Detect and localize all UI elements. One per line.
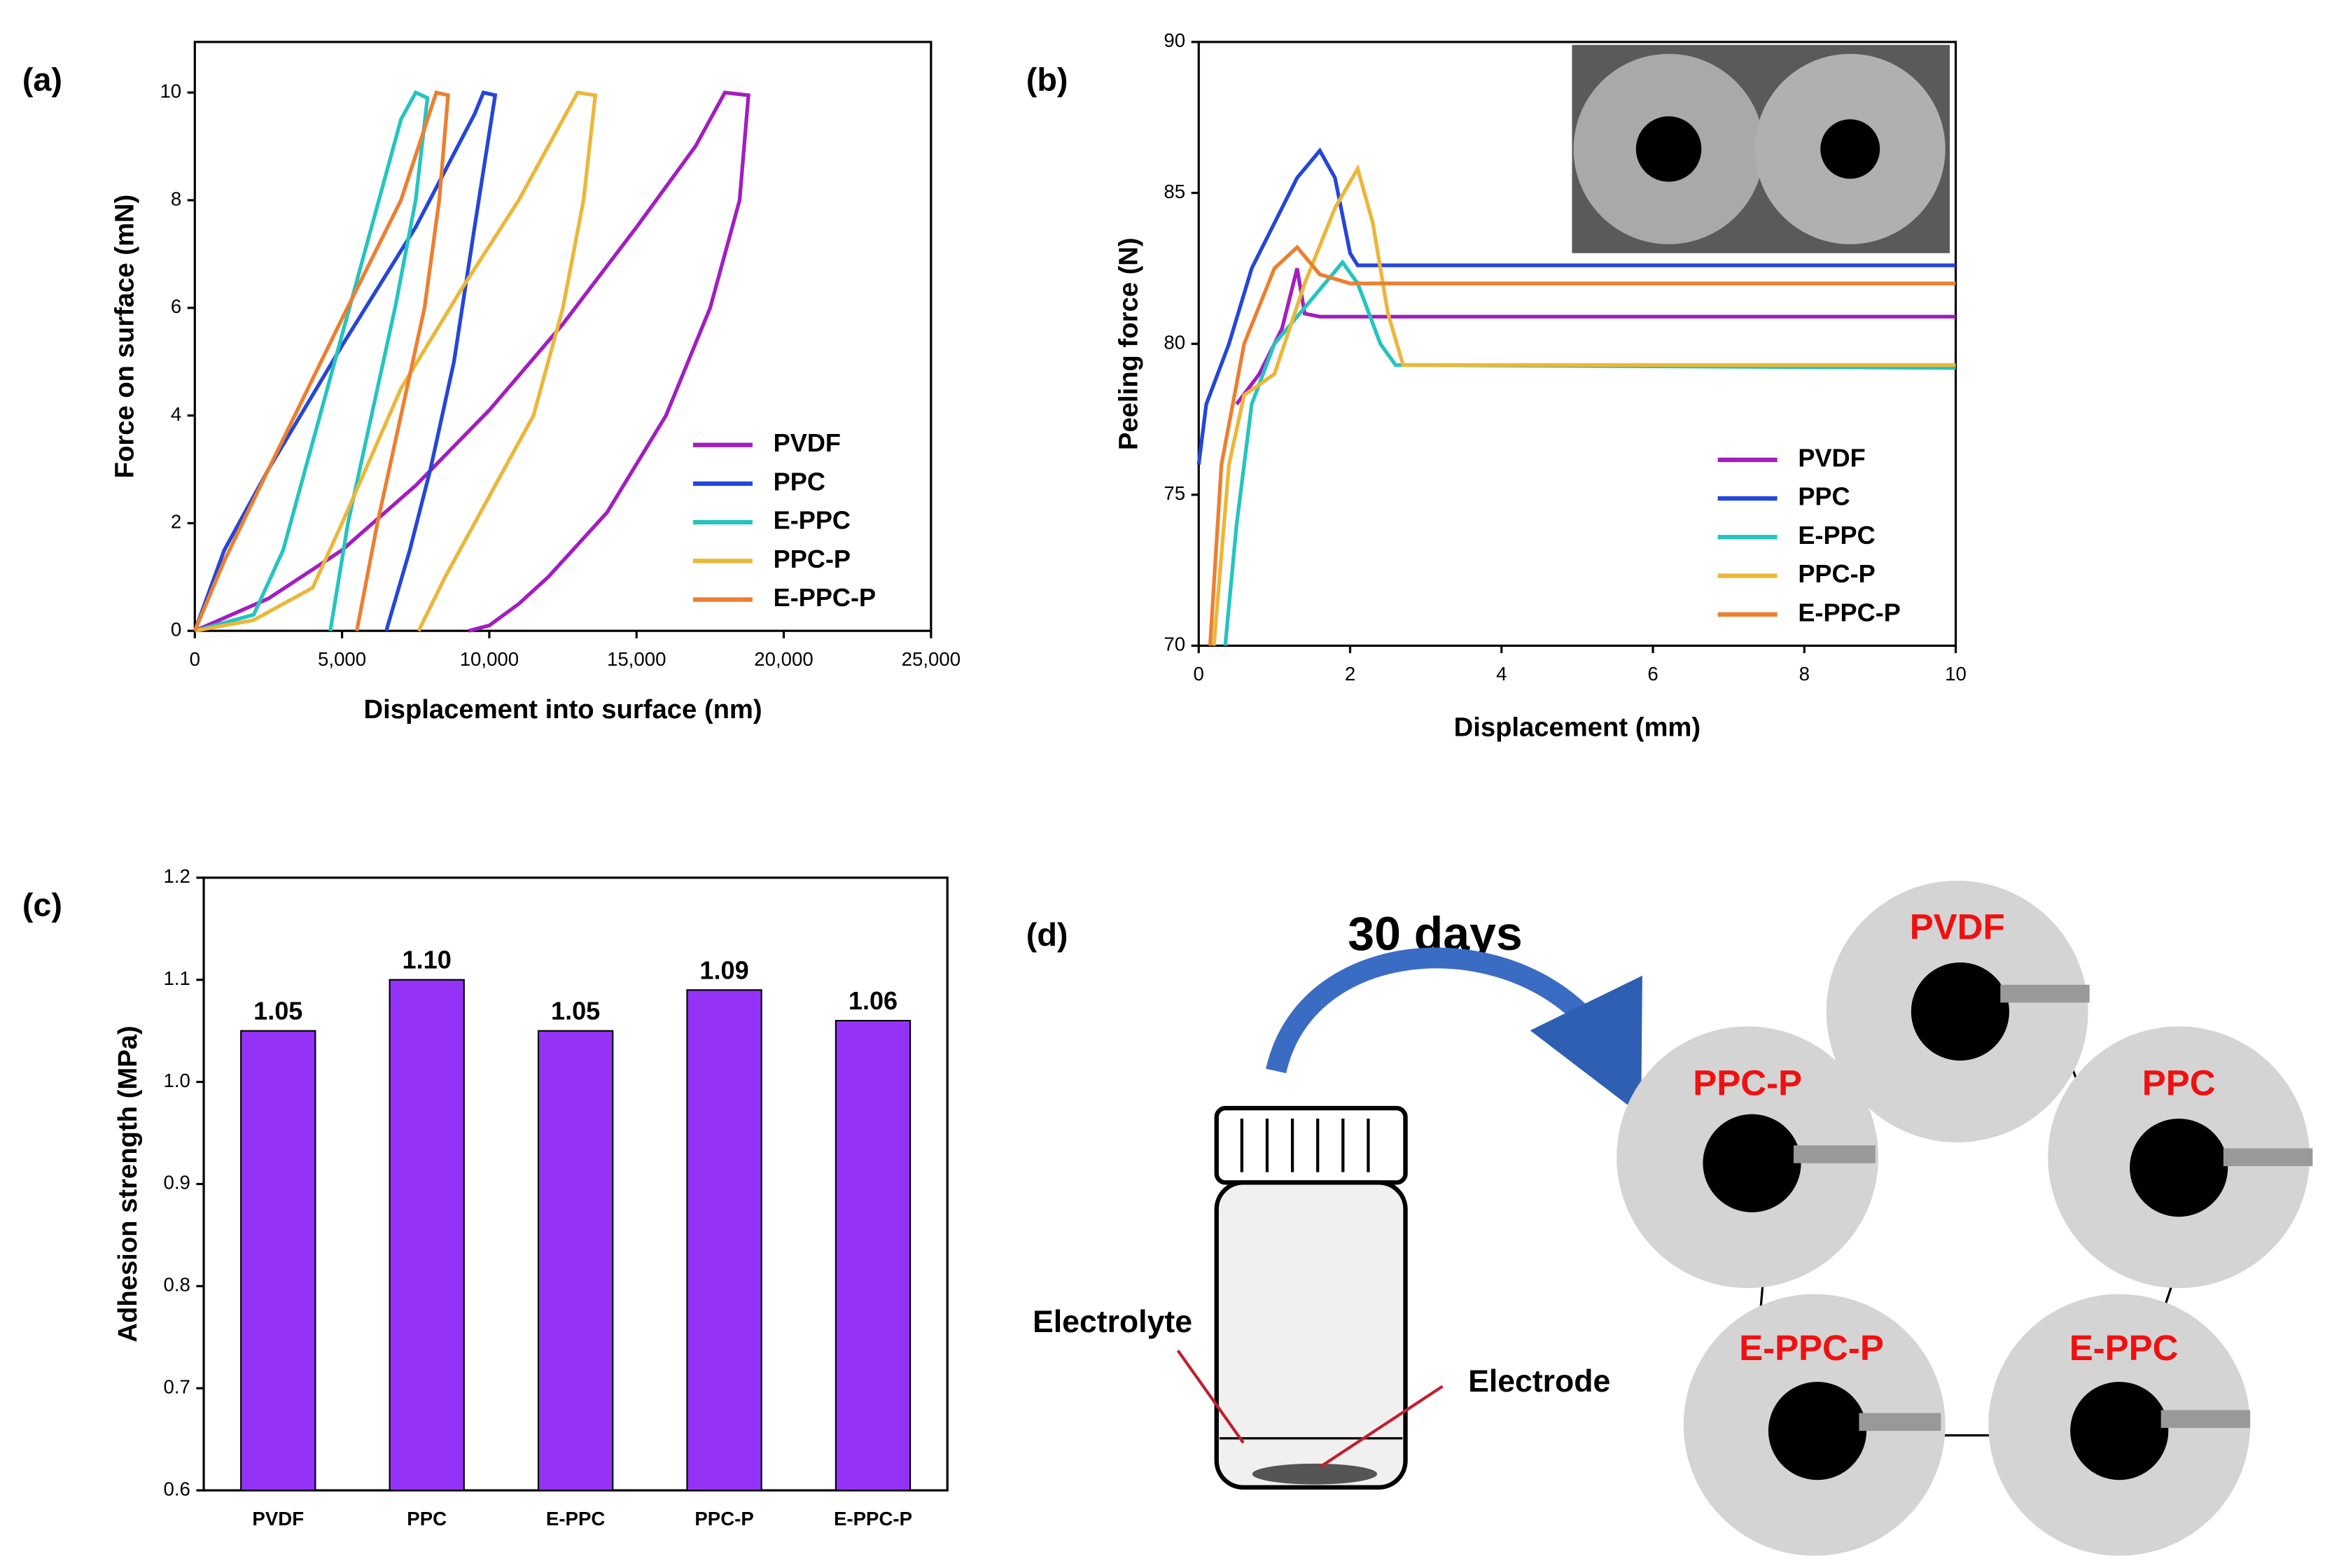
legend-label: PVDF — [1798, 443, 1865, 472]
x-tick-label: 4 — [1496, 663, 1507, 685]
x-tick-label: 25,000 — [902, 648, 961, 670]
sample-label: E-PPC — [2069, 1328, 2179, 1368]
series-line — [1235, 267, 1956, 406]
sample-photo: E-PPC — [1988, 1294, 2251, 1556]
x-axis-title: Displacement (mm) — [1454, 712, 1701, 742]
x-tick-label: 6 — [1647, 663, 1658, 685]
x-tick-label: 15,000 — [607, 648, 666, 670]
value-label: 1.10 — [403, 946, 452, 974]
legend-label: E-PPC-P — [774, 583, 876, 612]
series-line — [1223, 259, 1956, 646]
panel-label: (d) — [1026, 916, 1068, 953]
y-tick-label: 70 — [1164, 634, 1185, 655]
x-tick-label: 0 — [1194, 663, 1204, 685]
series-line — [194, 90, 598, 633]
arrow — [1266, 947, 1642, 1116]
x-tick-label: E-PPC — [546, 1508, 605, 1530]
x-tick-label: 2 — [1345, 663, 1355, 685]
bar — [537, 1030, 614, 1492]
value-label: 1.09 — [699, 955, 748, 984]
panel-label: (c) — [22, 887, 62, 923]
bar — [240, 1030, 316, 1492]
series-line — [193, 90, 450, 632]
y-tick-label: 0.7 — [164, 1376, 190, 1397]
y-tick-label: 2 — [171, 511, 181, 533]
sample-label: PPC — [2142, 1063, 2216, 1103]
legend-label: E-PPC-P — [1798, 598, 1900, 626]
plot-frame — [193, 41, 933, 632]
legend-label: PPC — [774, 467, 825, 496]
series-line — [1196, 147, 1956, 465]
x-tick-label: 20,000 — [754, 648, 813, 670]
y-tick-label: 85 — [1164, 181, 1185, 202]
panel-label: (b) — [1026, 62, 1068, 98]
bar — [835, 1019, 912, 1492]
x-tick-label: E-PPC-P — [834, 1508, 912, 1530]
y-tick-label: 75 — [1164, 482, 1185, 504]
x-tick-label: PPC — [407, 1508, 447, 1530]
panel-label: (a) — [22, 62, 62, 98]
electrolyte-label: Electrolyte — [1033, 1305, 1192, 1339]
legend-label: PPC-P — [1798, 559, 1875, 588]
y-axis-title: Peeling force (N) — [1114, 237, 1144, 450]
bar — [686, 989, 762, 1492]
sample-photo: PVDF — [1826, 881, 2090, 1142]
sample-photo: E-PPC-P — [1683, 1294, 1946, 1556]
y-tick-label: 80 — [1164, 331, 1185, 353]
y-axis-title: Adhesion strength (MPa) — [113, 1026, 143, 1342]
series-line — [194, 90, 430, 633]
y-tick-label: 4 — [171, 403, 181, 425]
sample-photo: PPC — [2048, 1026, 2313, 1289]
value-label: 1.05 — [551, 997, 600, 1026]
y-tick-label: 0 — [171, 618, 181, 640]
sample-label: PPC-P — [1693, 1063, 1802, 1103]
jar — [1214, 1180, 1408, 1490]
legend-label: PVDF — [774, 428, 841, 457]
x-tick-label: PVDF — [252, 1508, 304, 1530]
y-axis-title: Force on surface (mN) — [110, 195, 140, 479]
legend-label: E-PPC — [1798, 521, 1875, 550]
y-tick-label: 1.2 — [164, 865, 190, 887]
value-label: 1.06 — [849, 986, 898, 1015]
legend-label: E-PPC — [774, 506, 851, 535]
y-tick-label: 1.1 — [164, 967, 190, 989]
y-tick-label: 6 — [171, 295, 181, 317]
series-line — [194, 90, 750, 633]
legend-label: PPC — [1798, 482, 1850, 511]
value-label: 1.05 — [253, 997, 302, 1026]
x-axis-title: Displacement into surface (nm) — [363, 694, 762, 724]
bar — [389, 979, 465, 1492]
y-tick-label: 0.8 — [164, 1274, 190, 1296]
electrode-label: Electrode — [1468, 1364, 1610, 1399]
sample-label: E-PPC-P — [1739, 1328, 1884, 1368]
y-tick-label: 10 — [160, 80, 181, 102]
x-tick-label: 0 — [190, 648, 200, 670]
jar-lid — [1214, 1105, 1408, 1185]
panel-d: (d) 30 days Electrolyte Electrode PVDF P… — [1026, 881, 2313, 1556]
sample-photo: PPC-P — [1617, 1026, 1879, 1289]
series-line — [1212, 164, 1956, 646]
y-tick-label: 90 — [1164, 29, 1185, 51]
legend-label: PPC-P — [774, 545, 851, 573]
y-tick-label: 0.9 — [164, 1172, 190, 1194]
inset-photo — [1572, 45, 1950, 253]
x-tick-label: 10,000 — [460, 648, 519, 670]
x-tick-label: PPC-P — [694, 1508, 753, 1530]
series-line — [1208, 244, 1956, 646]
sample-label: PVDF — [1910, 907, 2005, 947]
y-tick-label: 1.0 — [164, 1070, 190, 1091]
x-tick-label: 8 — [1799, 663, 1810, 685]
y-tick-label: 0.6 — [164, 1478, 190, 1499]
y-tick-label: 8 — [171, 188, 181, 209]
x-tick-label: 5,000 — [318, 648, 366, 670]
x-tick-label: 10 — [1945, 663, 1967, 685]
electrode — [1252, 1463, 1378, 1485]
